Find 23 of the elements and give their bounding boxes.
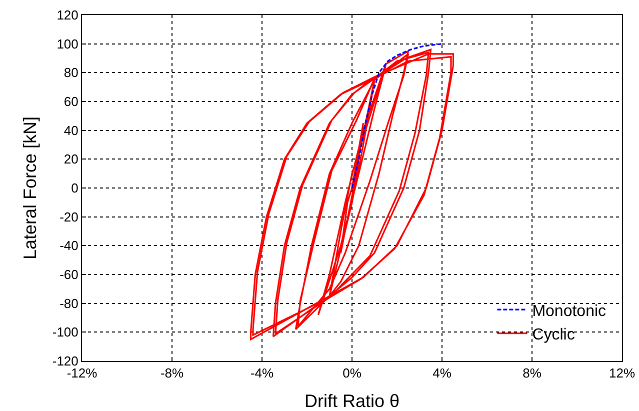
y-tick-label: 20 bbox=[64, 152, 78, 167]
legend-label: Monotonic bbox=[532, 302, 606, 320]
y-tick-label: 80 bbox=[64, 65, 78, 80]
y-tick-label: 0 bbox=[71, 180, 78, 196]
x-tick-label: 8% bbox=[522, 366, 542, 381]
x-tick-label: 4% bbox=[432, 366, 452, 381]
x-tick-label: -8% bbox=[160, 366, 184, 381]
line-series bbox=[351, 43, 443, 189]
y-axis-title: Lateral Force [kN] bbox=[20, 116, 40, 260]
y-tick-label: 100 bbox=[56, 36, 78, 52]
x-tick-label: -4% bbox=[250, 366, 274, 381]
x-tick-label: 0% bbox=[342, 366, 362, 381]
x-tick-label: 12% bbox=[608, 366, 636, 381]
y-tick-label: -20 bbox=[60, 209, 78, 224]
line-series bbox=[250, 48, 454, 340]
x-axis-title: Drift Ratio θ bbox=[304, 391, 400, 411]
y-tick-label: -40 bbox=[60, 238, 78, 254]
y-tick-label: 120 bbox=[56, 8, 78, 23]
y-tick-label: 40 bbox=[64, 122, 78, 138]
y-tick-label: -80 bbox=[60, 296, 78, 311]
y-tick-label: 60 bbox=[64, 94, 78, 110]
y-tick-label: -100 bbox=[52, 324, 78, 340]
y-tick-label: -60 bbox=[60, 267, 78, 282]
